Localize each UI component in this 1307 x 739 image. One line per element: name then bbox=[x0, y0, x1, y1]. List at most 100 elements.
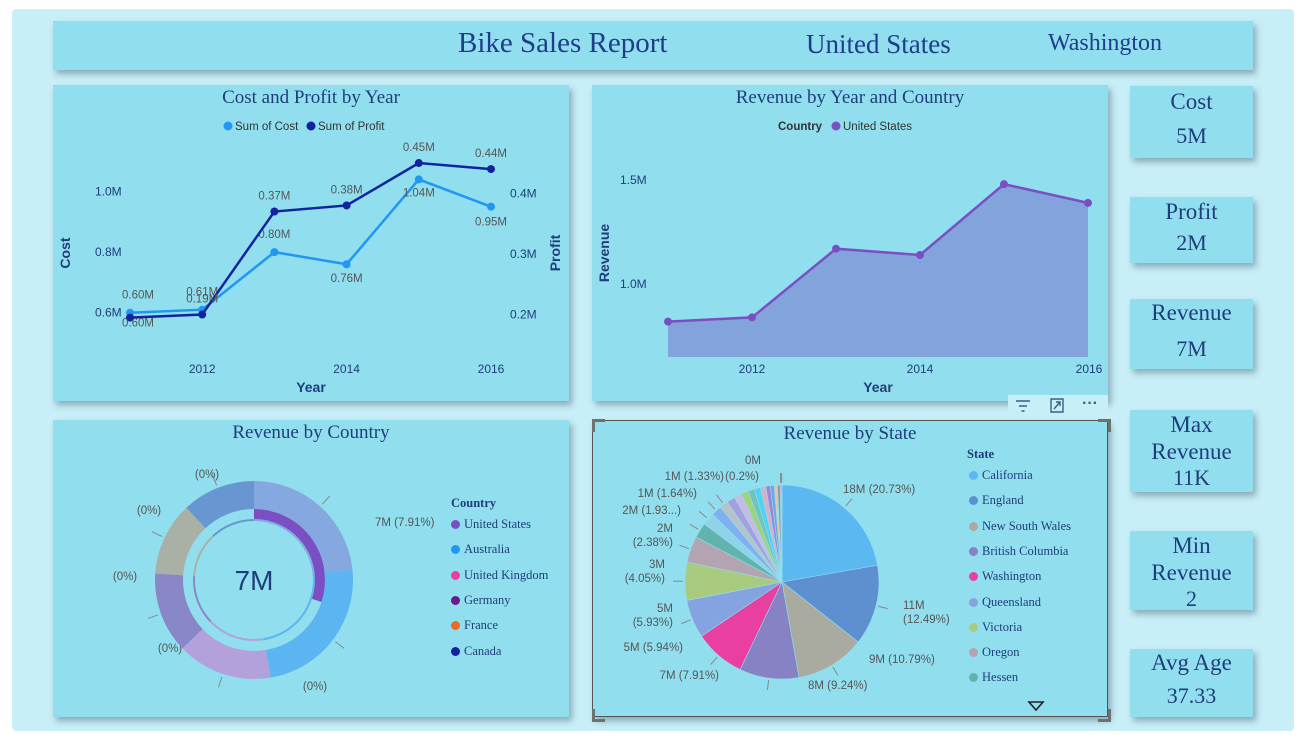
inner-ring-arc bbox=[253, 509, 325, 602]
data-point-1-0 bbox=[126, 313, 134, 322]
state-legend-item[interactable]: Hessen bbox=[969, 670, 1018, 685]
data-label-1-1: 0.19M bbox=[186, 294, 218, 306]
data-label-1-4: 0.45M bbox=[403, 142, 435, 154]
scroll-down-icon[interactable] bbox=[1027, 700, 1045, 712]
legend-dot-icon bbox=[969, 673, 978, 683]
country-legend-item[interactable]: France bbox=[451, 618, 498, 633]
legend-marker-0 bbox=[223, 121, 233, 131]
y-tick-right-1: 0.3M bbox=[510, 247, 537, 261]
donut-label-1: (0%) bbox=[303, 681, 327, 693]
pie-leader-10 bbox=[707, 501, 716, 510]
state-legend-item[interactable]: British Columbia bbox=[969, 544, 1068, 559]
legend-dot-icon bbox=[969, 496, 978, 506]
state-legend-item[interactable]: Oregon bbox=[969, 645, 1020, 660]
y-tick-right-2: 0.4M bbox=[510, 186, 537, 200]
legend-label: United States bbox=[464, 517, 532, 531]
revenue-area-chart: Country United States 1.0M 1.5M 2012 2014 2016… bbox=[596, 121, 1103, 395]
legend-dot-icon bbox=[451, 595, 460, 605]
state-legend-item[interactable]: Queensland bbox=[969, 595, 1041, 610]
pie-label-9: 2M (1.93...) bbox=[622, 505, 681, 517]
visual-toolbar: ··· bbox=[1008, 395, 1108, 417]
data-label-0-2: 0.80M bbox=[258, 229, 290, 241]
donut-label-0: 7M (7.91%) bbox=[375, 517, 435, 529]
profit-card: Profit 2M bbox=[1130, 197, 1253, 263]
revenue-year-country-title: Revenue by Year and Country bbox=[735, 87, 965, 108]
pie-slice-1 bbox=[781, 564, 880, 643]
pie-leader-5 bbox=[681, 619, 691, 625]
country-legend-item[interactable]: United States bbox=[451, 517, 531, 532]
country-legend-item[interactable]: Australia bbox=[451, 542, 510, 557]
legend-dot-icon bbox=[451, 520, 460, 529]
state-legend-item[interactable]: California bbox=[969, 468, 1033, 483]
data-label-0-5: 0.95M bbox=[475, 217, 507, 229]
legend-label: Oregon bbox=[982, 645, 1020, 660]
report-title: Bike Sales Report bbox=[458, 27, 668, 59]
donut-leader-0 bbox=[321, 495, 331, 505]
legend-label: Australia bbox=[464, 542, 510, 557]
state-legend-item[interactable]: New South Wales bbox=[969, 519, 1071, 534]
legend-label: Victoria bbox=[982, 619, 1023, 634]
legend-label: Queensland bbox=[982, 594, 1042, 609]
selection-corner-tl[interactable] bbox=[592, 419, 605, 432]
donut-leader-2 bbox=[218, 676, 223, 688]
donut-leader-1 bbox=[334, 641, 345, 649]
revenue-state-panel[interactable]: Revenue by State 18M (20.73%) 11M (12.49%)… bbox=[592, 420, 1108, 717]
x-tick-1: 2014 bbox=[907, 362, 934, 376]
data-label-0-4: 1.04M bbox=[403, 187, 435, 199]
country-legend-item[interactable]: Germany bbox=[451, 593, 511, 608]
pie-label-23: 0M bbox=[745, 455, 761, 467]
state-legend-item[interactable]: Washington bbox=[969, 569, 1041, 584]
more-options-button[interactable]: ··· bbox=[1082, 395, 1098, 412]
min-revenue-card: Min Revenue 2 bbox=[1130, 531, 1253, 611]
selection-corner-bl[interactable] bbox=[592, 709, 605, 722]
revenue-state-pie-chart: 18M (20.73%) 11M (12.49%) 9M (10.79%) 8M (9.… bbox=[622, 455, 950, 692]
state-legend-item[interactable]: England bbox=[969, 493, 1024, 508]
data-point-1-2 bbox=[270, 207, 279, 216]
y-tick-left-0: 0.6M bbox=[95, 306, 122, 320]
x-tick-0: 2012 bbox=[739, 362, 766, 376]
donut-slice-5 bbox=[186, 481, 254, 537]
country-legend-title: Country bbox=[451, 496, 497, 510]
series-line bbox=[667, 182, 1089, 323]
pie-slice-2 bbox=[781, 581, 859, 678]
donut-center-value: 7M bbox=[235, 565, 274, 596]
data-label-0-0b: 0.60M bbox=[122, 318, 154, 330]
pie-leader-3 bbox=[766, 680, 770, 691]
pie-leader-1 bbox=[877, 605, 888, 610]
donut-label-2: (0%) bbox=[158, 643, 182, 655]
legend-dot-icon bbox=[969, 572, 978, 582]
legend-label: Hessen bbox=[982, 670, 1019, 685]
pie-label-5: 5M (5.94%) bbox=[624, 642, 684, 654]
area-fill bbox=[668, 184, 1088, 357]
selection-corner-br[interactable] bbox=[1098, 709, 1111, 722]
legend-dot-icon bbox=[969, 546, 978, 556]
cost-profit-chart-panel[interactable]: Cost and Profit by Year Sum of Cost Sum o… bbox=[53, 85, 569, 401]
legend-label-1: Sum of Profit bbox=[318, 121, 385, 133]
pie-label-2: 9M (10.79%) bbox=[869, 654, 935, 666]
country-legend-item[interactable]: Canada bbox=[451, 644, 501, 659]
donut-leader-4 bbox=[151, 531, 163, 537]
selection-corner-tr[interactable] bbox=[1098, 419, 1111, 432]
revenue-country-title: Revenue by Country bbox=[232, 422, 390, 443]
filter-icon[interactable] bbox=[1012, 396, 1034, 416]
cost-card-value: 5M bbox=[1176, 123, 1207, 148]
x-tick-2: 2016 bbox=[1076, 362, 1103, 376]
selected-state[interactable]: Washington bbox=[1048, 30, 1163, 56]
cost-card-label: Cost bbox=[1170, 89, 1213, 114]
data-label-1-5: 0.44M bbox=[475, 148, 507, 160]
data-point-0-3 bbox=[342, 260, 351, 269]
state-legend-item[interactable]: Victoria bbox=[969, 620, 1022, 635]
data-point-1-5 bbox=[487, 165, 495, 174]
country-legend-item[interactable]: United Kingdom bbox=[451, 568, 548, 583]
pie-label-0: 18M (20.73%) bbox=[843, 484, 915, 496]
min-revenue-card-label: Min Revenue bbox=[1151, 533, 1232, 585]
selected-country[interactable]: United States bbox=[806, 29, 951, 59]
revenue-year-country-panel[interactable]: Revenue by Year and Country Country Unite… bbox=[592, 85, 1108, 401]
revenue-country-panel[interactable]: Revenue by Country 7M (7.91%) (0%) (0%) (0%… bbox=[53, 420, 569, 717]
focus-mode-icon[interactable] bbox=[1046, 396, 1068, 416]
legend-marker-1 bbox=[306, 121, 316, 131]
state-legend-title: State bbox=[967, 447, 995, 461]
legend-dot-icon bbox=[451, 570, 460, 580]
legend-label: New South Wales bbox=[982, 518, 1072, 533]
pie-leader-9 bbox=[698, 510, 707, 519]
